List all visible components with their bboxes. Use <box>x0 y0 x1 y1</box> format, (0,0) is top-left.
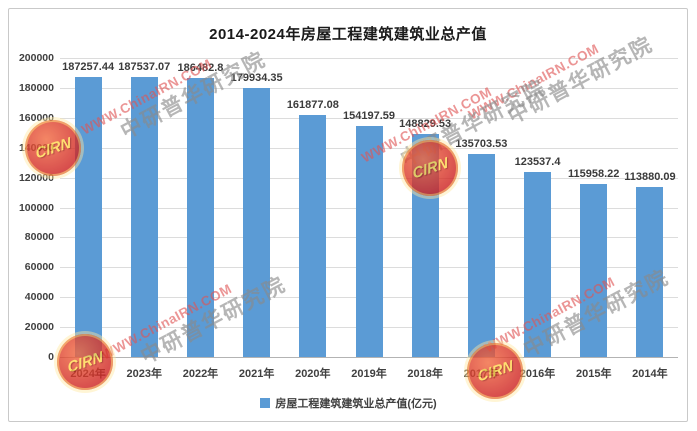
y-tick-label: 80000 <box>24 231 54 244</box>
bar-value-label: 161877.08 <box>286 98 339 111</box>
y-tick-label: 100000 <box>18 201 54 214</box>
x-axis-line <box>60 357 678 358</box>
x-tick-label: 2022年 <box>182 368 219 380</box>
bar-2022年 <box>186 78 214 357</box>
x-tick-label: 2015年 <box>575 368 612 380</box>
y-tick-label: 160000 <box>18 111 54 124</box>
bar-value-label: 113880.09 <box>624 170 676 183</box>
x-tick-label: 2020年 <box>295 368 331 380</box>
bar-value-label: 187537.07 <box>118 60 171 73</box>
legend-label: 房屋工程建筑建筑业总产值(亿元) <box>275 398 437 410</box>
x-tick-label: 2017年 <box>463 368 500 380</box>
plot-area: 200000 180000 160000 140000 120000 100000 8000… <box>19 52 678 380</box>
x-tick-label: 2018年 <box>407 368 443 380</box>
y-tick-label: 140000 <box>18 141 54 154</box>
bar-value-label: 187257.44 <box>62 61 115 74</box>
bar-2021年 <box>243 87 271 357</box>
x-tick-label: 2019年 <box>351 368 387 380</box>
bar-value-label: 123537.4 <box>514 156 561 169</box>
bar-2019年 <box>355 126 383 357</box>
x-tick-label: 2021年 <box>238 368 275 380</box>
gridline <box>60 87 678 89</box>
bar-value-label: 179934.35 <box>230 71 283 84</box>
bar-2016年 <box>524 172 552 357</box>
y-tick-label: 20000 <box>24 321 54 334</box>
y-tick-label: 40000 <box>24 291 54 304</box>
bar-value-label: 154197.59 <box>343 110 395 123</box>
x-tick-label: 2023年 <box>126 368 163 380</box>
bar-2018年 <box>411 134 439 357</box>
bar-2017年 <box>467 154 495 357</box>
y-tick-label: 0 <box>48 351 54 363</box>
legend: 房屋工程建筑建筑业总产值(亿元) <box>0 395 697 411</box>
bar-2024年 <box>74 77 102 357</box>
x-tick-label: 2016年 <box>519 368 556 380</box>
y-tick-label: 60000 <box>24 261 54 274</box>
chart-title: 2014-2024年房屋工程建筑建筑业总产值 <box>209 26 487 43</box>
bar-value-label: 148829.53 <box>399 118 452 131</box>
bar-value-label: 135703.53 <box>455 138 508 151</box>
gridline <box>60 58 678 59</box>
bar-2020年 <box>299 114 327 357</box>
gridline <box>60 117 678 119</box>
bar-2023年 <box>130 76 158 357</box>
bar-2014年 <box>636 186 664 357</box>
x-tick-label: 2024年 <box>70 368 106 380</box>
bar-value-label: 186482.8 <box>177 62 224 75</box>
y-tick-label: 200000 <box>18 52 54 64</box>
x-tick-label: 2014年 <box>632 368 668 380</box>
chart-frame: 2014-2024年房屋工程建筑建筑业总产值 <box>8 8 688 422</box>
y-tick-label: 180000 <box>18 81 54 94</box>
y-tick-label: 120000 <box>18 171 54 184</box>
bar-value-label: 115958.22 <box>568 167 620 180</box>
bar-2015年 <box>580 183 608 357</box>
legend-marker-icon <box>260 398 271 408</box>
